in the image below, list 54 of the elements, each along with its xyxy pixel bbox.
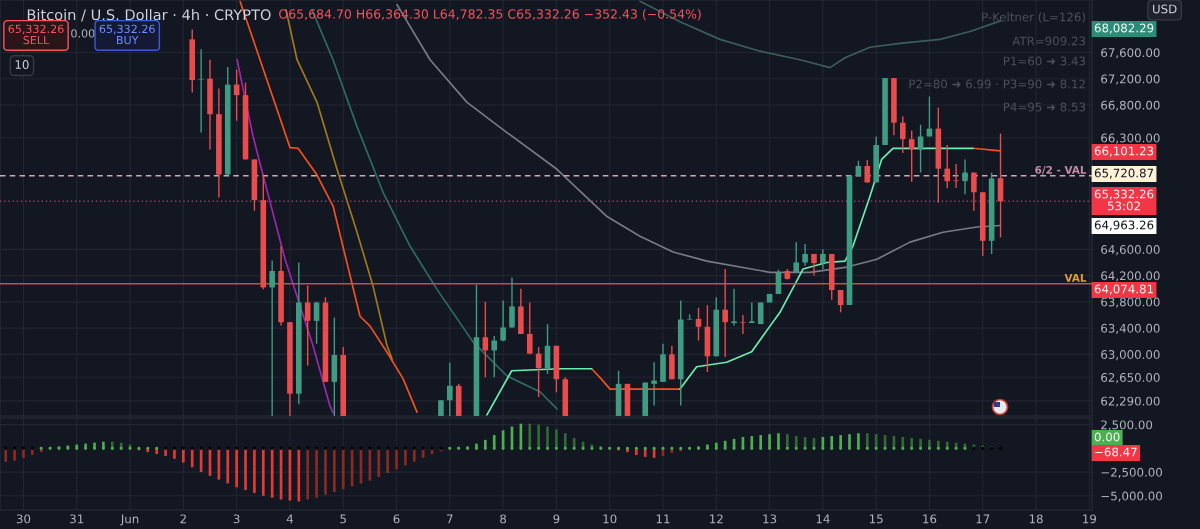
x-tick-label: 15 bbox=[869, 514, 883, 524]
text: 68,082.29 bbox=[1094, 23, 1154, 34]
x-tick-label: 9 bbox=[553, 514, 560, 524]
x-tick-label: Jun bbox=[120, 514, 139, 526]
x-tick-label: 10 bbox=[603, 514, 617, 524]
annotation: 65,332.26 BUY bbox=[99, 24, 155, 45]
y-tick-label: 63,400.00 bbox=[1101, 323, 1160, 334]
annotation: P4=95 ➜ 8.53 bbox=[1003, 102, 1086, 112]
y-tick-label: 66,800.00 bbox=[1101, 100, 1160, 111]
annotation: P1=60 ➜ 3.43 bbox=[1003, 56, 1086, 66]
x-tick-label: 3 bbox=[233, 514, 240, 524]
annotation: 10 bbox=[15, 60, 29, 70]
text: 64,074.81 bbox=[1094, 284, 1153, 295]
x-tick-label: 30 bbox=[16, 514, 31, 524]
annotation: P-Keltner (L=126) bbox=[982, 12, 1085, 23]
x-tick-label: 31 bbox=[70, 514, 84, 524]
text: 64,963.26 bbox=[1094, 220, 1154, 231]
ref-line-label: 6/2 - VAL bbox=[1035, 165, 1087, 175]
x-tick-label: 4 bbox=[286, 514, 294, 524]
y-tick-label: 64,600.00 bbox=[1101, 245, 1160, 256]
x-tick-label: 7 bbox=[447, 514, 453, 524]
annotation: ATR=909.23 bbox=[1012, 36, 1086, 46]
annotation: P2=80 ➜ 6.99 · P3=90 ➜ 8.12 bbox=[909, 79, 1085, 89]
x-tick-label: 11 bbox=[656, 514, 670, 524]
y-tick-label: 64,200.00 bbox=[1101, 271, 1160, 282]
text: 66,101.23 bbox=[1094, 146, 1154, 157]
y-tick-label: 62,650.00 bbox=[1101, 373, 1160, 384]
x-tick-label: 5 bbox=[340, 514, 346, 524]
x-tick-label: 19 bbox=[1083, 514, 1097, 524]
x-tick-label: 14 bbox=[816, 514, 830, 524]
text: USD bbox=[1153, 4, 1177, 14]
annotation: 65,332.26 SELL bbox=[8, 24, 64, 45]
y-tick-label: −5,000.00 bbox=[1101, 491, 1163, 502]
y-tick-label: 63,000.00 bbox=[1101, 350, 1160, 361]
text: 0.00 bbox=[1094, 432, 1120, 442]
x-tick-label: 6 bbox=[393, 514, 400, 524]
x-tick-label: 13 bbox=[763, 514, 777, 524]
text: 65,720.87 bbox=[1094, 168, 1154, 179]
x-tick-label: 16 bbox=[923, 514, 937, 524]
x-tick-label: 17 bbox=[976, 514, 990, 524]
y-tick-label: 66,300.00 bbox=[1101, 133, 1160, 144]
x-tick-label: 8 bbox=[500, 514, 507, 524]
y-tick-label: 67,600.00 bbox=[1101, 48, 1160, 59]
y-tick-label: 63,800.00 bbox=[1101, 297, 1160, 308]
text: −68.47 bbox=[1095, 447, 1137, 457]
x-tick-label: 18 bbox=[1029, 514, 1043, 524]
y-tick-label: −2,500.00 bbox=[1101, 467, 1163, 478]
ref-line-label: VAL bbox=[1064, 274, 1087, 282]
x-tick-label: 12 bbox=[710, 514, 723, 524]
text: 65,332.26 53:02 bbox=[1094, 189, 1154, 211]
x-tick-label: 2 bbox=[180, 514, 186, 524]
y-tick-label: 62,290.00 bbox=[1101, 396, 1160, 407]
y-tick-label: 2,500.00 bbox=[1101, 420, 1153, 431]
y-tick-label: 67,200.00 bbox=[1101, 74, 1160, 85]
